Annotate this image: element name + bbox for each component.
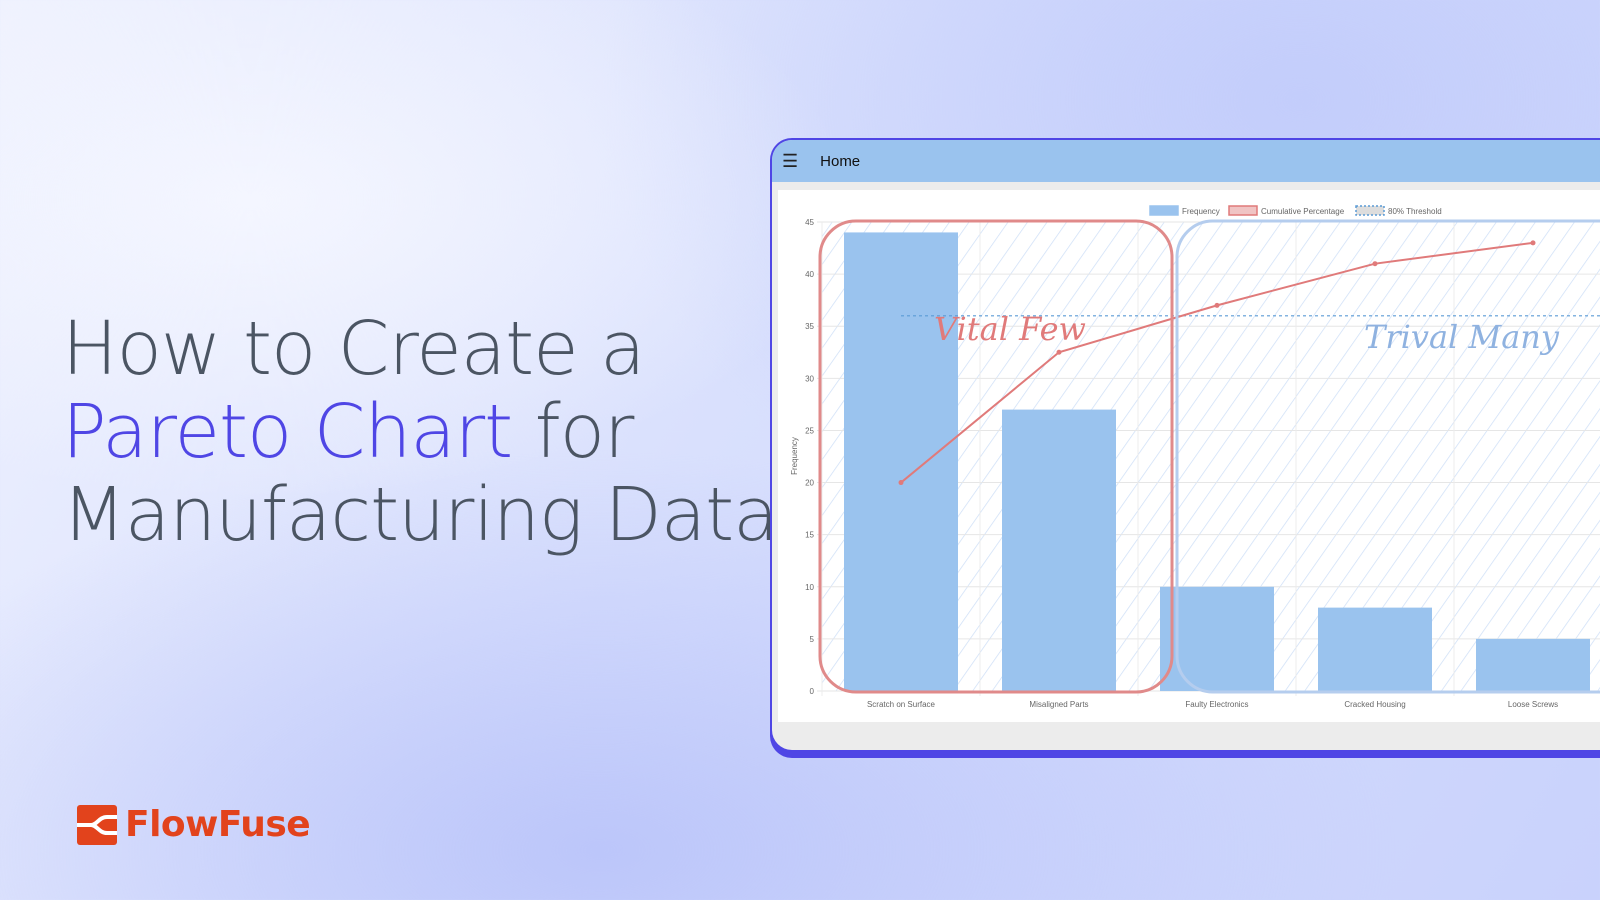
bar-cracked-housing — [1318, 607, 1432, 691]
headline-line2: for — [512, 389, 635, 475]
flowfuse-logo-icon — [77, 804, 117, 845]
app-title: Home — [820, 152, 861, 170]
cumulative-point — [1214, 302, 1220, 308]
y-tick-label: 10 — [805, 583, 814, 592]
y-axis-label: Frequency — [790, 437, 799, 475]
flowfuse-logo: FlowFuse — [77, 804, 311, 845]
cumulative-point — [1372, 261, 1378, 267]
y-tick-label: 0 — [810, 687, 815, 696]
y-tick-label: 40 — [805, 270, 814, 279]
y-tick-label: 25 — [805, 426, 814, 435]
vital-few-label: Vital Few — [934, 310, 1086, 348]
cumulative-point — [898, 480, 904, 486]
trivial-many-box — [1175, 219, 1600, 694]
dashboard-window: ☰ Home 0 5 10 15 20 25 30 35 40 45 Frequency Scratc… — [770, 138, 1600, 752]
legend-swatch — [1149, 205, 1179, 216]
cumulative-point — [1056, 349, 1062, 355]
bar-scratch-on-surface — [844, 232, 958, 691]
legend-swatch — [1228, 205, 1258, 216]
vital-few-box — [818, 219, 1174, 694]
x-tick-label: Cracked Housing — [1344, 700, 1405, 709]
brand-name: FlowFuse — [125, 804, 311, 845]
y-tick-label: 20 — [805, 479, 814, 488]
x-tick-label: Scratch on Surface — [867, 700, 936, 709]
headline-highlight: Pareto Chart — [62, 389, 513, 475]
legend-label: 80% Threshold — [1388, 207, 1442, 216]
bar-faulty-electronics — [1160, 586, 1274, 691]
x-tick-label: Faulty Electronics — [1185, 700, 1248, 709]
y-tick-label: 15 — [805, 531, 814, 540]
legend-swatch — [1355, 205, 1385, 216]
cumulative-point — [1530, 240, 1536, 246]
x-tick-label: Loose Screws — [1508, 700, 1558, 709]
y-tick-label: 35 — [805, 322, 814, 331]
bar-misaligned-parts — [1002, 409, 1116, 691]
headline-line1: How to Create a — [62, 306, 646, 392]
app-bar: ☰ Home — [772, 140, 1600, 182]
y-tick-label: 45 — [805, 218, 814, 227]
pareto-chart: 0 5 10 15 20 25 30 35 40 45 Frequency Scratch on Su… — [790, 205, 1600, 709]
y-tick-label: 30 — [805, 374, 814, 383]
trivial-many-label: Trival Many — [1364, 318, 1560, 356]
y-tick-label: 5 — [810, 635, 815, 644]
headline-line3: Manufacturing Data — [62, 472, 778, 558]
headline: How to Create a Pareto Chart for Manufac… — [62, 308, 778, 557]
bar-loose-screws — [1476, 638, 1590, 691]
hamburger-icon[interactable]: ☰ — [782, 150, 799, 171]
legend-label: Cumulative Percentage — [1261, 207, 1345, 216]
legend-label: Frequency — [1182, 207, 1220, 216]
x-tick-label: Misaligned Parts — [1029, 700, 1088, 709]
